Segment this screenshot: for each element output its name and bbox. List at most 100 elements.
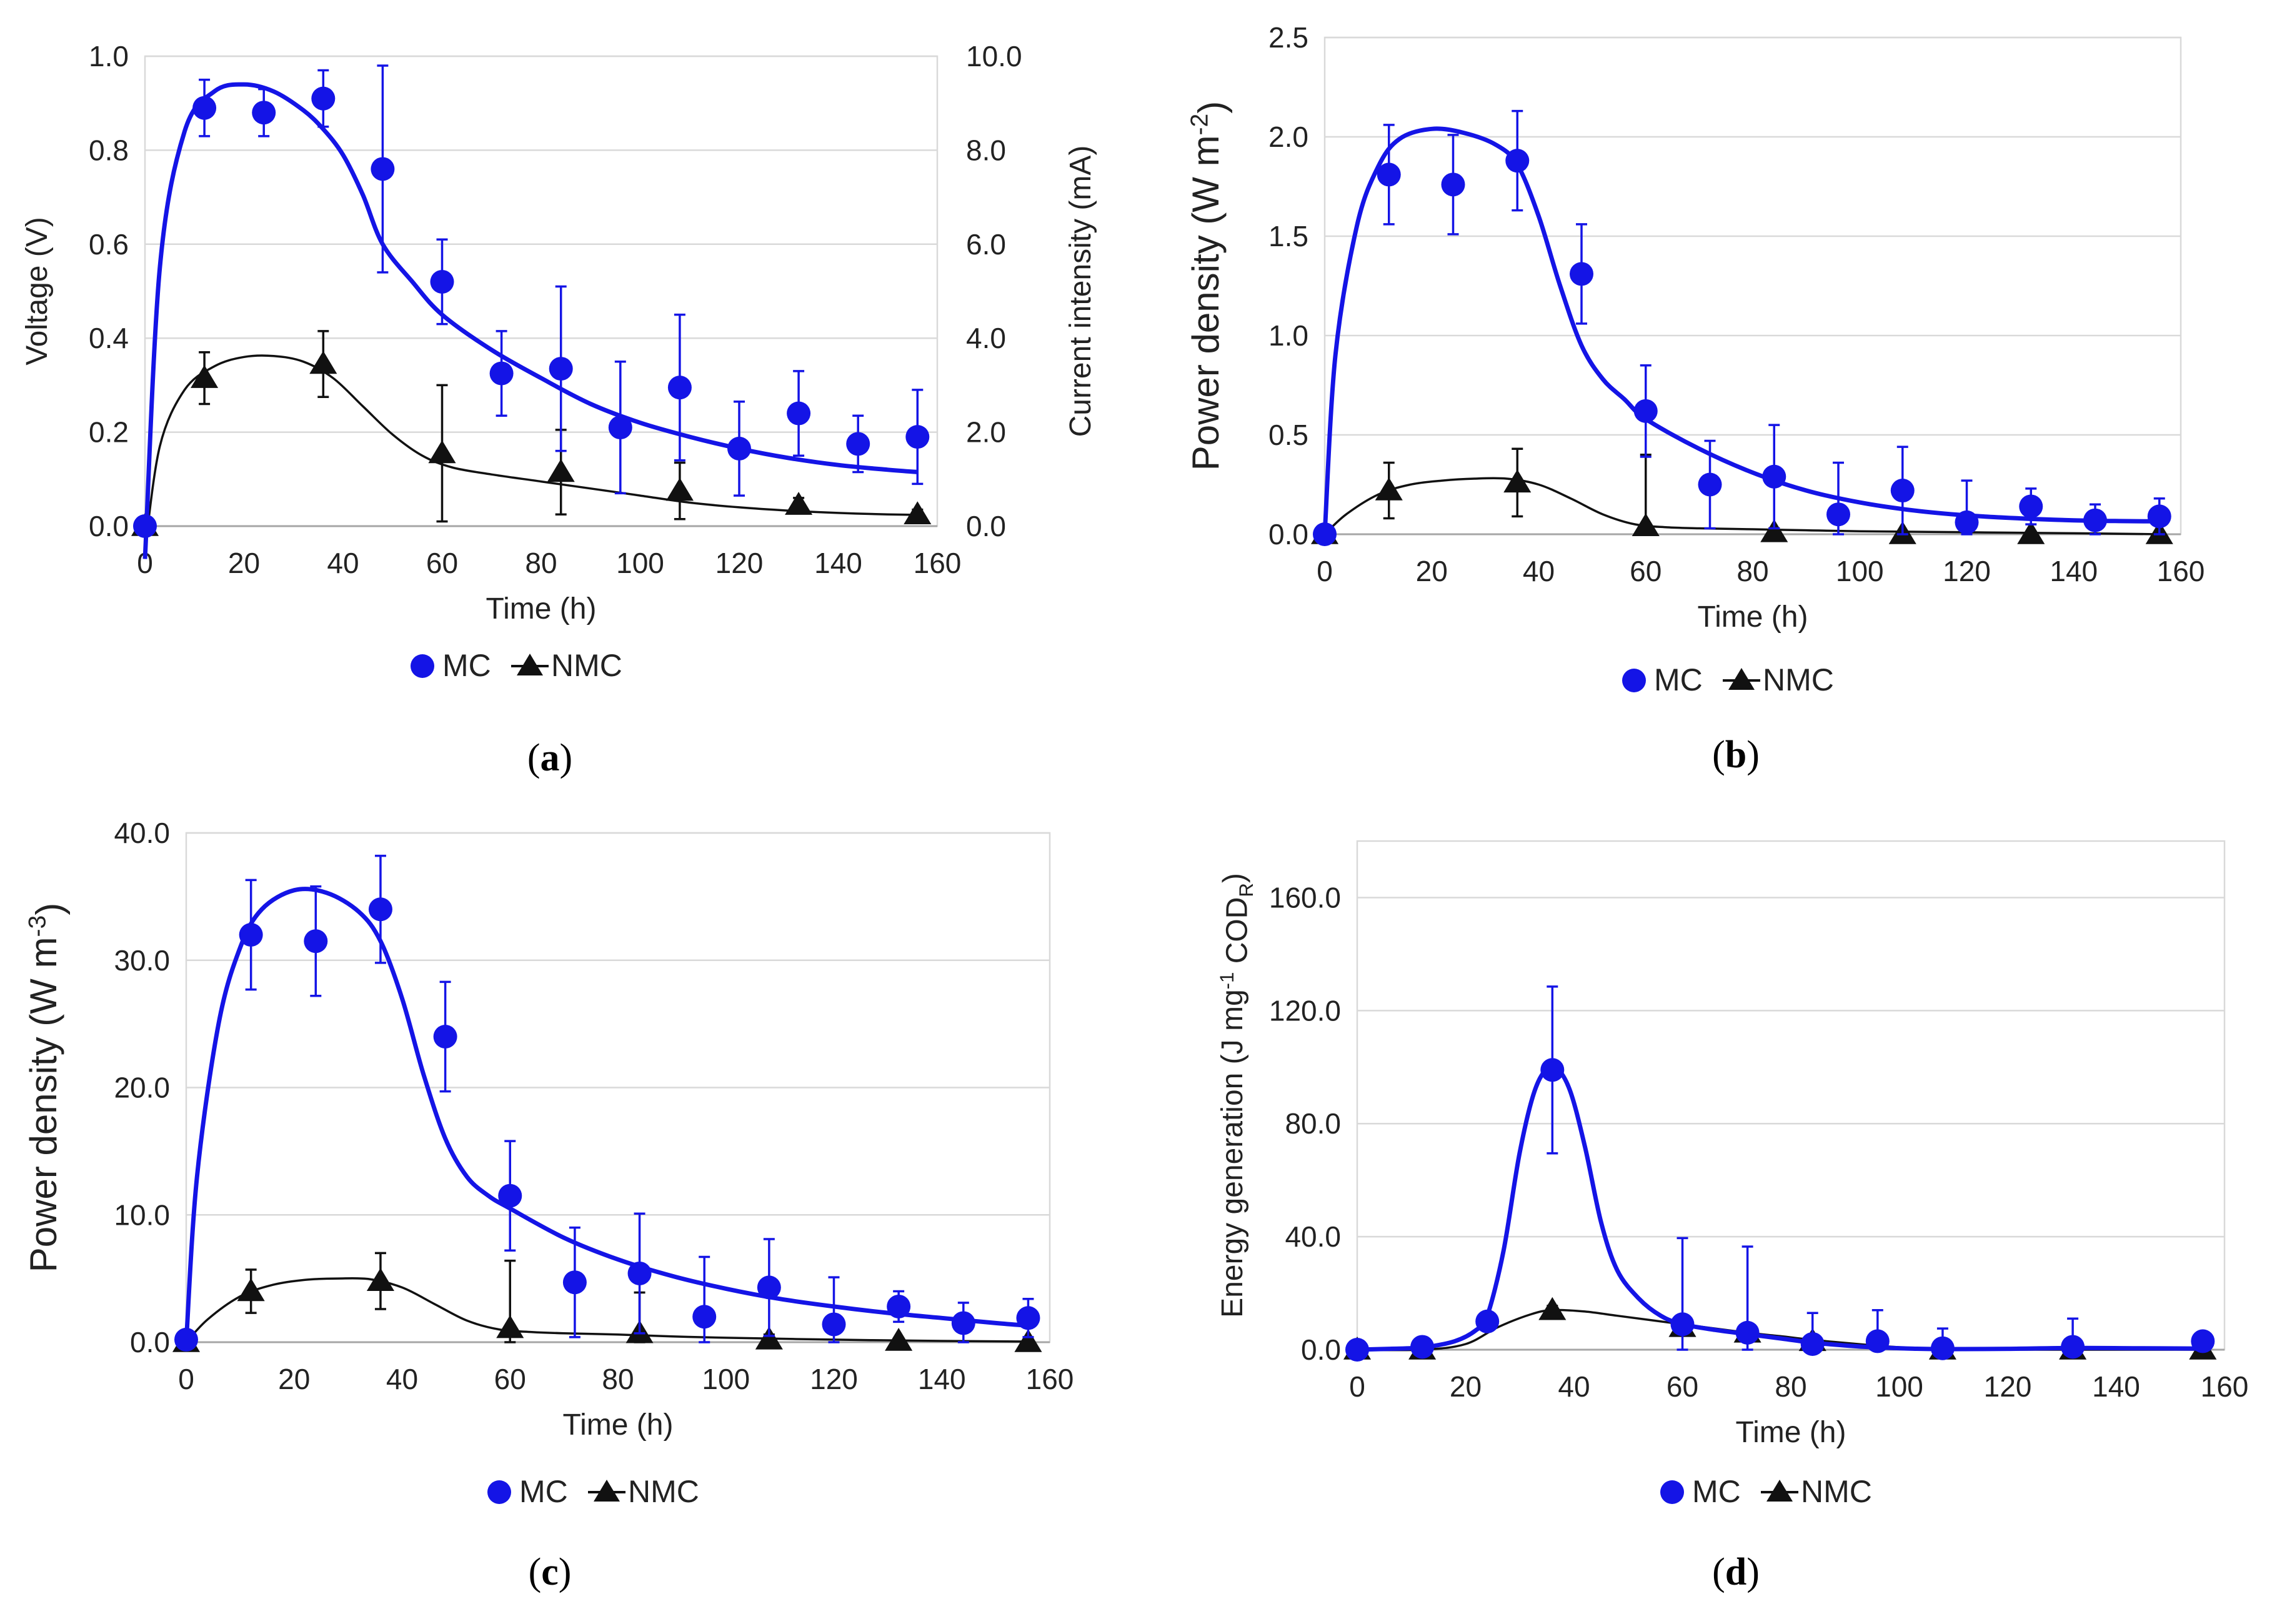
x-tick-label: 160 — [2157, 555, 2205, 587]
series-mc — [133, 64, 930, 559]
data-point-mc — [1865, 1329, 1890, 1353]
x-tick-label: 120 — [1984, 1370, 2032, 1403]
y-tick-label: 0.2 — [89, 416, 129, 449]
data-point-nmc — [496, 1315, 524, 1338]
data-point-mc — [1505, 149, 1530, 173]
series-mc — [1313, 109, 2171, 546]
data-point-mc — [1955, 510, 1979, 534]
data-point-mc — [1800, 1332, 1825, 1356]
legend-label-nmc: NMC — [1801, 1474, 1872, 1509]
data-point-mc — [608, 416, 632, 440]
panel-b: 0.0 0.5 1.0 1.5 2.0 2.5 0 20 40 60 80 100 120 140 160 T… — [1185, 21, 2205, 776]
data-point-mc — [1698, 472, 1722, 497]
x-axis-title: Time (h) — [1736, 1416, 1846, 1449]
y-tick-label: 0.0 — [1268, 518, 1308, 550]
data-point-mc — [2191, 1329, 2215, 1353]
y-tick-label: 1.0 — [1268, 319, 1308, 352]
data-point-mc — [1441, 172, 1465, 197]
y-axis-title: Energy generation (J mg-1 CODR) — [1216, 873, 1257, 1318]
x-tick-label: 80 — [525, 547, 557, 579]
data-point-mc — [192, 96, 217, 120]
legend-marker-nmc — [517, 654, 543, 675]
data-point-nmc — [1538, 1297, 1567, 1320]
legend: MC NMC — [1622, 662, 1834, 697]
data-point-nmc — [1014, 1329, 1042, 1352]
trend-line-nmc — [144, 354, 918, 550]
y2-tick-label: 8.0 — [966, 134, 1006, 166]
y-tick-label: 30.0 — [114, 944, 170, 977]
data-point-mc — [371, 157, 395, 181]
data-point-mc — [311, 86, 336, 111]
series-nmc — [1310, 447, 2173, 544]
x-tick-label: 20 — [278, 1363, 310, 1395]
y-tick-label: 80.0 — [1285, 1107, 1341, 1140]
y-tick-label: 0.0 — [1301, 1333, 1341, 1366]
plot-area — [1356, 840, 2226, 1351]
data-point-mc — [887, 1294, 911, 1318]
legend-marker-mc — [1660, 1480, 1684, 1504]
data-point-mc — [1890, 479, 1915, 503]
x-tick-label: 60 — [1630, 555, 1662, 587]
y-tick-label: 0.6 — [89, 228, 129, 261]
y-tick-label: 0.0 — [89, 510, 129, 542]
data-point-nmc — [237, 1278, 265, 1302]
data-point-nmc — [547, 459, 575, 482]
x-tick-label: 0 — [1317, 555, 1333, 587]
trend-line-nmc — [185, 1277, 1029, 1343]
y-tick-label: 2.5 — [1268, 21, 1308, 54]
data-point-mc — [787, 401, 811, 426]
data-point-nmc — [885, 1327, 913, 1351]
y2-tick-label: 2.0 — [966, 416, 1006, 449]
panel-c: 0.0 10.0 20.0 30.0 40.0 0 20 40 60 80 100 120 140 160… — [22, 817, 1074, 1593]
legend-label-nmc: NMC — [628, 1474, 699, 1509]
data-point-mc — [1475, 1309, 1500, 1333]
legend-marker-mc — [487, 1480, 511, 1504]
x-tick-label: 100 — [616, 547, 664, 579]
data-point-mc — [692, 1305, 717, 1329]
y-tick-label: 2.0 — [1268, 121, 1308, 153]
x-tick-label: 80 — [1775, 1370, 1806, 1403]
data-point-mc — [846, 432, 870, 456]
data-point-nmc — [785, 492, 813, 515]
data-point-mc — [1377, 162, 1401, 187]
x-tick-label: 100 — [1875, 1370, 1923, 1403]
data-point-mc — [549, 357, 573, 381]
data-point-nmc — [428, 440, 456, 464]
legend: MC NMC — [487, 1474, 699, 1509]
data-point-mc — [174, 1327, 198, 1352]
trend-line-mc — [142, 82, 918, 559]
legend-label-mc: MC — [1692, 1474, 1741, 1509]
legend-label-mc: MC — [519, 1474, 568, 1509]
y-tick-label: 10.0 — [114, 1198, 170, 1231]
panel-label: (d) — [1712, 1551, 1760, 1593]
data-point-mc — [368, 897, 392, 922]
x-tick-label: 0 — [1349, 1370, 1365, 1403]
x-axis-title: Time (h) — [1698, 600, 1808, 634]
data-point-mc — [1670, 1312, 1695, 1337]
series-nmc — [131, 330, 932, 550]
legend-label-mc: MC — [442, 648, 491, 683]
x-tick-label: 20 — [1416, 555, 1448, 587]
data-point-mc — [951, 1311, 975, 1335]
data-point-mc — [1930, 1336, 1955, 1360]
x-tick-label: 40 — [1558, 1370, 1590, 1403]
x-tick-label: 40 — [1523, 555, 1555, 587]
y-tick-label: 1.0 — [89, 40, 129, 72]
data-point-mc — [1410, 1335, 1435, 1359]
y-tick-label: 0.8 — [89, 134, 129, 166]
data-point-mc — [1540, 1058, 1565, 1082]
panel-label: (a) — [527, 737, 572, 779]
x-tick-label: 20 — [228, 547, 260, 579]
trend-line-mc — [184, 887, 1029, 1343]
data-point-mc — [2147, 504, 2171, 529]
y-tick-label: 0.0 — [130, 1326, 170, 1358]
data-point-nmc — [366, 1268, 394, 1291]
y2-tick-label: 0.0 — [966, 510, 1006, 542]
x-tick-label: 0 — [178, 1363, 194, 1395]
x-tick-label: 120 — [810, 1363, 858, 1395]
data-point-mc — [2061, 1335, 2085, 1359]
y-tick-label: 0.5 — [1268, 419, 1308, 451]
legend: MC NMC — [411, 648, 622, 683]
x-tick-label: 160 — [914, 547, 962, 579]
data-point-nmc — [309, 351, 337, 374]
